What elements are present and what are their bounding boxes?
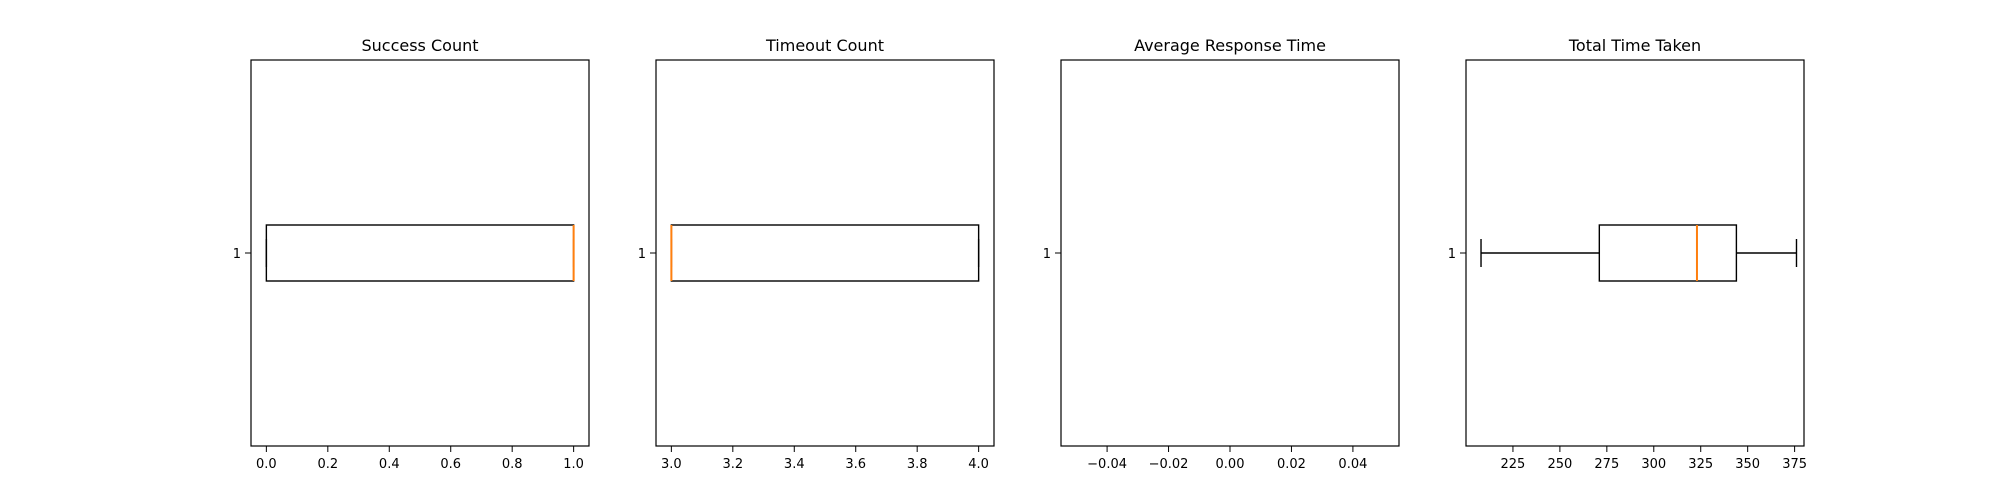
x-tick-label: 300 <box>1641 457 1666 472</box>
x-tick-label: 3.6 <box>845 457 866 472</box>
x-tick-label: 1.0 <box>563 457 584 472</box>
x-tick-label: 0.6 <box>440 457 461 472</box>
x-tick-label: 250 <box>1547 457 1572 472</box>
x-tick-label: 325 <box>1688 457 1713 472</box>
x-tick-label: −0.02 <box>1149 457 1189 472</box>
x-tick-label: 0.04 <box>1338 457 1367 472</box>
chart-title: Average Response Time <box>1134 36 1326 55</box>
x-tick-label: 3.0 <box>661 457 682 472</box>
chart-title: Total Time Taken <box>1568 36 1701 55</box>
chart-title: Success Count <box>361 36 478 55</box>
x-tick-label: −0.04 <box>1087 457 1127 472</box>
axes-frame <box>1060 59 1400 447</box>
chart-panel-4: Total Time Taken 225 250 275 300 325 350 375 1 <box>1448 36 1807 472</box>
x-tick-label: 275 <box>1594 457 1619 472</box>
y-tick-label: 1 <box>638 247 646 262</box>
x-tick-label: 0.4 <box>379 457 400 472</box>
chart-panel-1: Success Count 0.0 0.2 0.4 0.6 0.8 1.0 1 <box>233 36 590 472</box>
chart-title: Timeout Count <box>765 36 884 55</box>
box-iqr <box>1598 224 1738 282</box>
x-tick-label: 375 <box>1782 457 1807 472</box>
y-tick-label: 1 <box>233 247 241 262</box>
x-tick-label: 350 <box>1735 457 1760 472</box>
x-tick-label: 0.02 <box>1277 457 1306 472</box>
y-tick-label: 1 <box>1448 247 1456 262</box>
chart-panel-3: Average Response Time −0.04 −0.02 0.00 0.02 0… <box>1043 36 1400 472</box>
x-tick-label: 0.2 <box>317 457 338 472</box>
chart-panel-2: Timeout Count 3.0 3.2 3.4 3.6 3.8 4.0 1 <box>638 36 995 472</box>
axes-frame <box>655 59 995 447</box>
axes-frame <box>250 59 590 447</box>
x-tick-label: 3.8 <box>907 457 928 472</box>
x-tick-label: 4.0 <box>968 457 989 472</box>
x-tick-label: 0.00 <box>1216 457 1245 472</box>
x-tick-label: 3.4 <box>784 457 805 472</box>
y-tick-label: 1 <box>1043 247 1051 262</box>
x-tick-label: 225 <box>1501 457 1526 472</box>
box-iqr <box>670 224 980 282</box>
x-tick-label: 0.0 <box>256 457 277 472</box>
box-iqr <box>265 224 575 282</box>
x-tick-label: 0.8 <box>502 457 523 472</box>
x-tick-label: 3.2 <box>722 457 743 472</box>
